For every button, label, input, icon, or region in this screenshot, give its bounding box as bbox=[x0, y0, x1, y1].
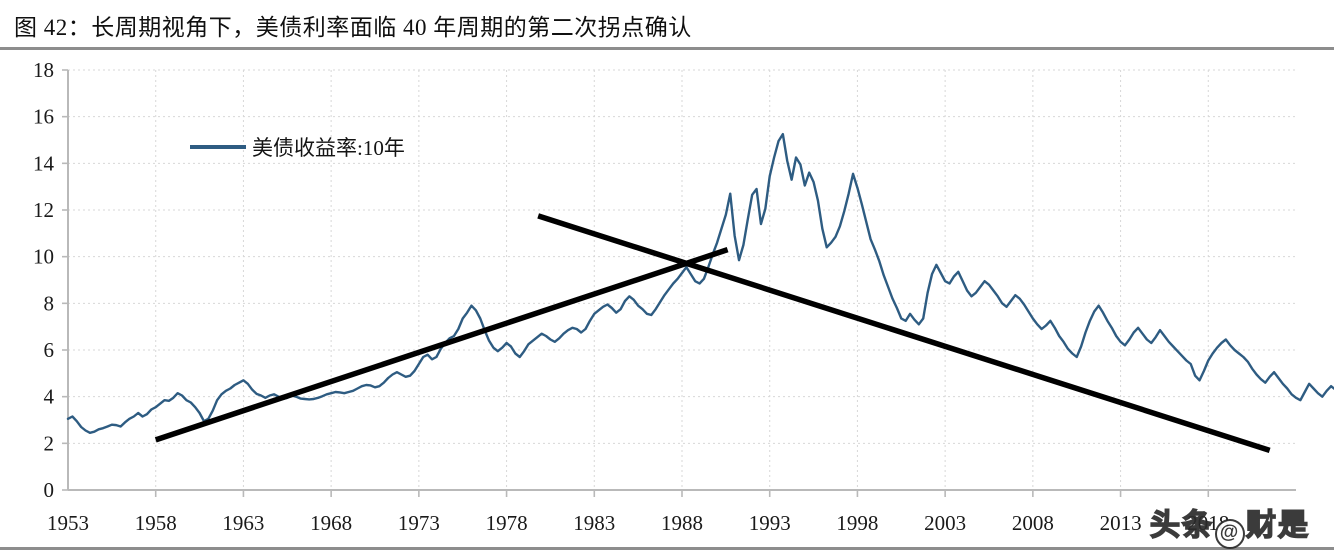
y-tick-label: 4 bbox=[44, 385, 55, 409]
chart-container: 0 2 4 6 8 10 12 14 16 18 1953 1958 1963 1968 1973 1978… bbox=[0, 52, 1334, 547]
grid-layer bbox=[68, 69, 1296, 490]
x-tick-label: 1983 bbox=[573, 511, 615, 535]
annotation-layer bbox=[154, 213, 1271, 453]
y-tick-label: 6 bbox=[44, 338, 55, 362]
y-tick-label: 18 bbox=[33, 58, 54, 82]
y-tick-label: 14 bbox=[33, 151, 55, 175]
x-tick-label: 2013 bbox=[1100, 511, 1142, 535]
y-axis-tick-labels: 0 2 4 6 8 10 12 14 16 18 bbox=[33, 58, 55, 502]
legend-label: 美债收益率:10年 bbox=[252, 136, 405, 160]
x-tick-label: 2003 bbox=[924, 511, 966, 535]
y-tick-label: 8 bbox=[44, 291, 55, 315]
x-tick-label: 1953 bbox=[47, 511, 89, 535]
x-tick-label: 1988 bbox=[661, 511, 703, 535]
x-tick-label: 1993 bbox=[749, 511, 791, 535]
x-tick-label: 1978 bbox=[486, 511, 528, 535]
uptrend-line bbox=[154, 247, 729, 443]
downtrend-line bbox=[537, 213, 1271, 453]
y-tick-label: 2 bbox=[44, 431, 55, 455]
y-tick-label: 0 bbox=[44, 478, 55, 502]
x-tick-label: 1973 bbox=[398, 511, 440, 535]
header-divider bbox=[0, 47, 1334, 50]
series-layer bbox=[66, 132, 1334, 435]
footer-divider bbox=[0, 547, 1334, 550]
page-title: 图 42：长周期视角下，美债利率面临 40 年周期的第二次拐点确认 bbox=[14, 15, 692, 40]
y-tick-label: 12 bbox=[33, 198, 54, 222]
series-line bbox=[66, 132, 1334, 435]
y-tick-label: 16 bbox=[33, 105, 54, 129]
y-tick-label: 10 bbox=[33, 245, 54, 269]
x-tick-label: 1958 bbox=[135, 511, 177, 535]
axis-layer bbox=[62, 69, 1296, 497]
x-tick-label: 1968 bbox=[310, 511, 352, 535]
x-tick-label: 2008 bbox=[1012, 511, 1054, 535]
x-tick-label: 2018 bbox=[1187, 511, 1229, 535]
x-tick-label: 1998 bbox=[836, 511, 878, 535]
line-chart: 0 2 4 6 8 10 12 14 16 18 1953 1958 1963 1968 1973 1978… bbox=[33, 58, 1334, 535]
x-axis-tick-labels: 1953 1958 1963 1968 1973 1978 1983 1988 1993 1998… bbox=[47, 511, 1229, 535]
chart-legend: 美债收益率:10年 bbox=[190, 136, 405, 160]
x-tick-label: 1963 bbox=[222, 511, 264, 535]
